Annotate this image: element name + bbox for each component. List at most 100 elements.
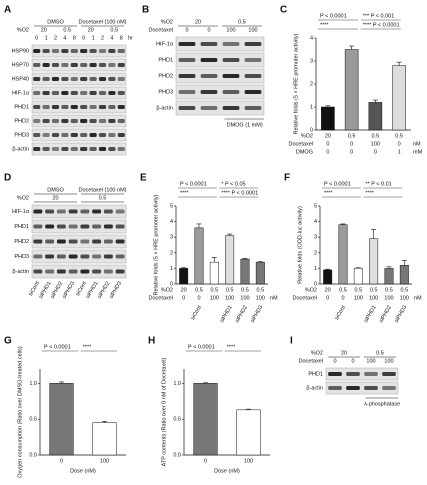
panel-letter: I bbox=[290, 336, 293, 347]
blot-note: λ-phosphatase bbox=[364, 401, 400, 407]
blot-band bbox=[33, 77, 41, 81]
bar bbox=[338, 224, 348, 285]
blot-band bbox=[61, 63, 69, 67]
blot-band bbox=[364, 386, 378, 390]
y-tick-label: 1.0 bbox=[173, 381, 181, 387]
header-label: %O2 bbox=[161, 19, 173, 25]
y-tick-label: 1 bbox=[310, 104, 313, 110]
x-tick-label: 0 bbox=[398, 141, 401, 147]
blot-band bbox=[45, 224, 55, 229]
blot-row-label: PHD1 bbox=[14, 224, 29, 230]
x-tick-label: 0 bbox=[326, 149, 329, 155]
blot-band bbox=[68, 269, 78, 274]
x-row-unit: mM bbox=[413, 149, 423, 155]
blot-strip bbox=[175, 84, 265, 100]
blot-row-label: β-actin bbox=[306, 385, 323, 391]
y-tick-label: 0 bbox=[310, 127, 313, 133]
annotation: P < 0.0001 bbox=[44, 344, 71, 350]
header-cell: 0.5 bbox=[99, 195, 107, 201]
blot-band bbox=[222, 42, 240, 46]
blot-band bbox=[51, 77, 60, 81]
blot-band bbox=[33, 105, 41, 109]
blot-band bbox=[108, 147, 116, 151]
header-cell: 2 bbox=[101, 35, 104, 41]
blot-band bbox=[98, 105, 107, 109]
blot-band bbox=[68, 224, 78, 229]
blot-band bbox=[70, 147, 78, 151]
x-tick-label: 0.5 bbox=[372, 133, 380, 139]
x-tick-label: 1 bbox=[398, 149, 401, 155]
panel-letter: B bbox=[142, 5, 149, 16]
blot-strip bbox=[31, 86, 127, 100]
blot-row-label: PHD3 bbox=[14, 254, 29, 260]
bar bbox=[368, 102, 383, 131]
blot-strip bbox=[325, 381, 399, 395]
error-bar bbox=[102, 421, 107, 423]
blot-band bbox=[200, 90, 218, 94]
blot-band bbox=[45, 269, 55, 274]
x-tick-label: 20 bbox=[181, 287, 187, 293]
blot-band bbox=[51, 49, 60, 53]
panel-letter: G bbox=[4, 336, 12, 347]
y-tick-label: 0.0 bbox=[29, 452, 37, 458]
x-tick-label: 100 bbox=[369, 295, 378, 301]
blot-band bbox=[33, 119, 41, 123]
y-tick-label: 1 bbox=[170, 266, 173, 272]
error-bar bbox=[396, 61, 402, 66]
y-tick-label: 2 bbox=[310, 81, 313, 87]
header-cell: DMSO bbox=[47, 19, 64, 25]
blot-band bbox=[346, 386, 360, 390]
header-cell: Docetaxel (100 nM) bbox=[79, 19, 127, 25]
blot-band bbox=[51, 91, 60, 95]
header-cell: 0 bbox=[351, 358, 354, 364]
blot-strip bbox=[31, 58, 127, 72]
blot-row-label: HIF-1α bbox=[156, 41, 174, 47]
blot-band bbox=[61, 49, 69, 53]
error-bar bbox=[242, 257, 248, 260]
header-cell: Docetaxel (100 nM) bbox=[79, 187, 127, 193]
x-tick-label: 0 bbox=[182, 295, 185, 301]
header-cell: 0 bbox=[207, 27, 210, 33]
panel-letter: A bbox=[4, 5, 11, 16]
x-tick-label: 100 bbox=[225, 295, 234, 301]
x-tick-label: 0 bbox=[350, 149, 353, 155]
blot-row-label: β-actin bbox=[12, 269, 29, 275]
error-bar bbox=[181, 267, 187, 269]
blot-band bbox=[42, 49, 50, 53]
blot-band bbox=[115, 224, 125, 229]
blot-band bbox=[45, 209, 55, 214]
y-tick-label: 3 bbox=[170, 235, 173, 241]
bar bbox=[353, 268, 363, 285]
annotation: ** P < 0.01 bbox=[365, 181, 391, 187]
blot-strip bbox=[175, 36, 265, 52]
bar bbox=[323, 269, 333, 285]
x-tick-label: 0.5 bbox=[385, 287, 393, 293]
error-bar bbox=[257, 261, 263, 263]
blot-band bbox=[92, 209, 102, 214]
panel-letter: H bbox=[148, 336, 155, 347]
y-axis-label: Oxygen consumption (Ratio over DMSO-trea… bbox=[17, 346, 23, 478]
x-tick-label: 0.5 bbox=[241, 287, 249, 293]
error-bar bbox=[386, 266, 392, 269]
blot-strip bbox=[175, 100, 265, 116]
x-tick-label: 0 bbox=[60, 458, 63, 464]
x-tick-label: 100 bbox=[400, 295, 409, 301]
blot-band bbox=[33, 269, 43, 274]
error-bar bbox=[401, 260, 407, 266]
y-tick-label: 1 bbox=[314, 266, 317, 272]
blot-band bbox=[80, 63, 88, 67]
header-label: Docetaxel bbox=[299, 358, 323, 364]
x-tick-label: 0.5 bbox=[355, 287, 363, 293]
error-bar bbox=[325, 268, 331, 270]
blot-band bbox=[80, 254, 90, 259]
blot-band bbox=[45, 239, 55, 244]
annotation: P < 0.0001 bbox=[324, 181, 351, 187]
header-label: %O2 bbox=[17, 195, 29, 201]
x-axis-label: Dose (nM) bbox=[214, 468, 240, 474]
header-cell: 100 bbox=[226, 27, 235, 33]
blot-row-label: PHD2 bbox=[14, 118, 29, 124]
blot-row-label: PHD3 bbox=[158, 89, 173, 95]
x-tick-label: 0 bbox=[374, 149, 377, 155]
blot-band bbox=[80, 209, 90, 214]
blot-band bbox=[80, 239, 90, 244]
